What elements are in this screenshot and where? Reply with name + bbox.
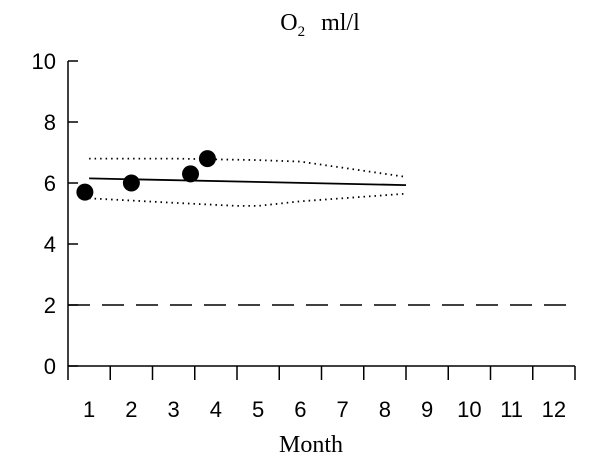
x-tick-label: 5 — [252, 397, 264, 422]
x-tick-label: 2 — [125, 397, 137, 422]
series-layer — [68, 150, 575, 305]
confidence-band-line — [89, 194, 406, 206]
chart-title-unit: ml/l — [321, 10, 360, 36]
x-ticks: 1 2 3 4 5 6 7 8 9 10 11 12 — [68, 366, 575, 422]
x-tick-label: 10 — [457, 397, 481, 422]
y-tick-label: 8 — [44, 110, 56, 135]
data-point — [76, 184, 93, 201]
confidence-band-line — [89, 159, 406, 177]
chart-title-main: O — [280, 10, 297, 36]
chart-title: O2 ml/l — [280, 10, 360, 40]
chart-title-subscript: 2 — [298, 24, 306, 40]
y-tick-label: 4 — [44, 232, 56, 257]
y-tick-label: 10 — [32, 49, 56, 74]
data-point — [199, 150, 216, 167]
y-tick-label: 2 — [44, 293, 56, 318]
x-tick-label: 3 — [168, 397, 180, 422]
x-tick-label: 7 — [337, 397, 349, 422]
x-tick-label: 6 — [294, 397, 306, 422]
x-tick-label: 4 — [210, 397, 222, 422]
x-tick-label: 8 — [379, 397, 391, 422]
x-tick-label: 1 — [83, 397, 95, 422]
x-tick-label: 12 — [542, 397, 566, 422]
y-tick-label: 6 — [44, 171, 56, 196]
y-tick-label: 0 — [44, 354, 56, 379]
x-axis-label: Month — [279, 432, 343, 457]
data-point — [123, 175, 140, 192]
y-ticks: 0 2 4 6 8 10 — [32, 49, 78, 379]
x-tick-label: 9 — [421, 397, 433, 422]
x-tick-label: 11 — [500, 397, 523, 422]
